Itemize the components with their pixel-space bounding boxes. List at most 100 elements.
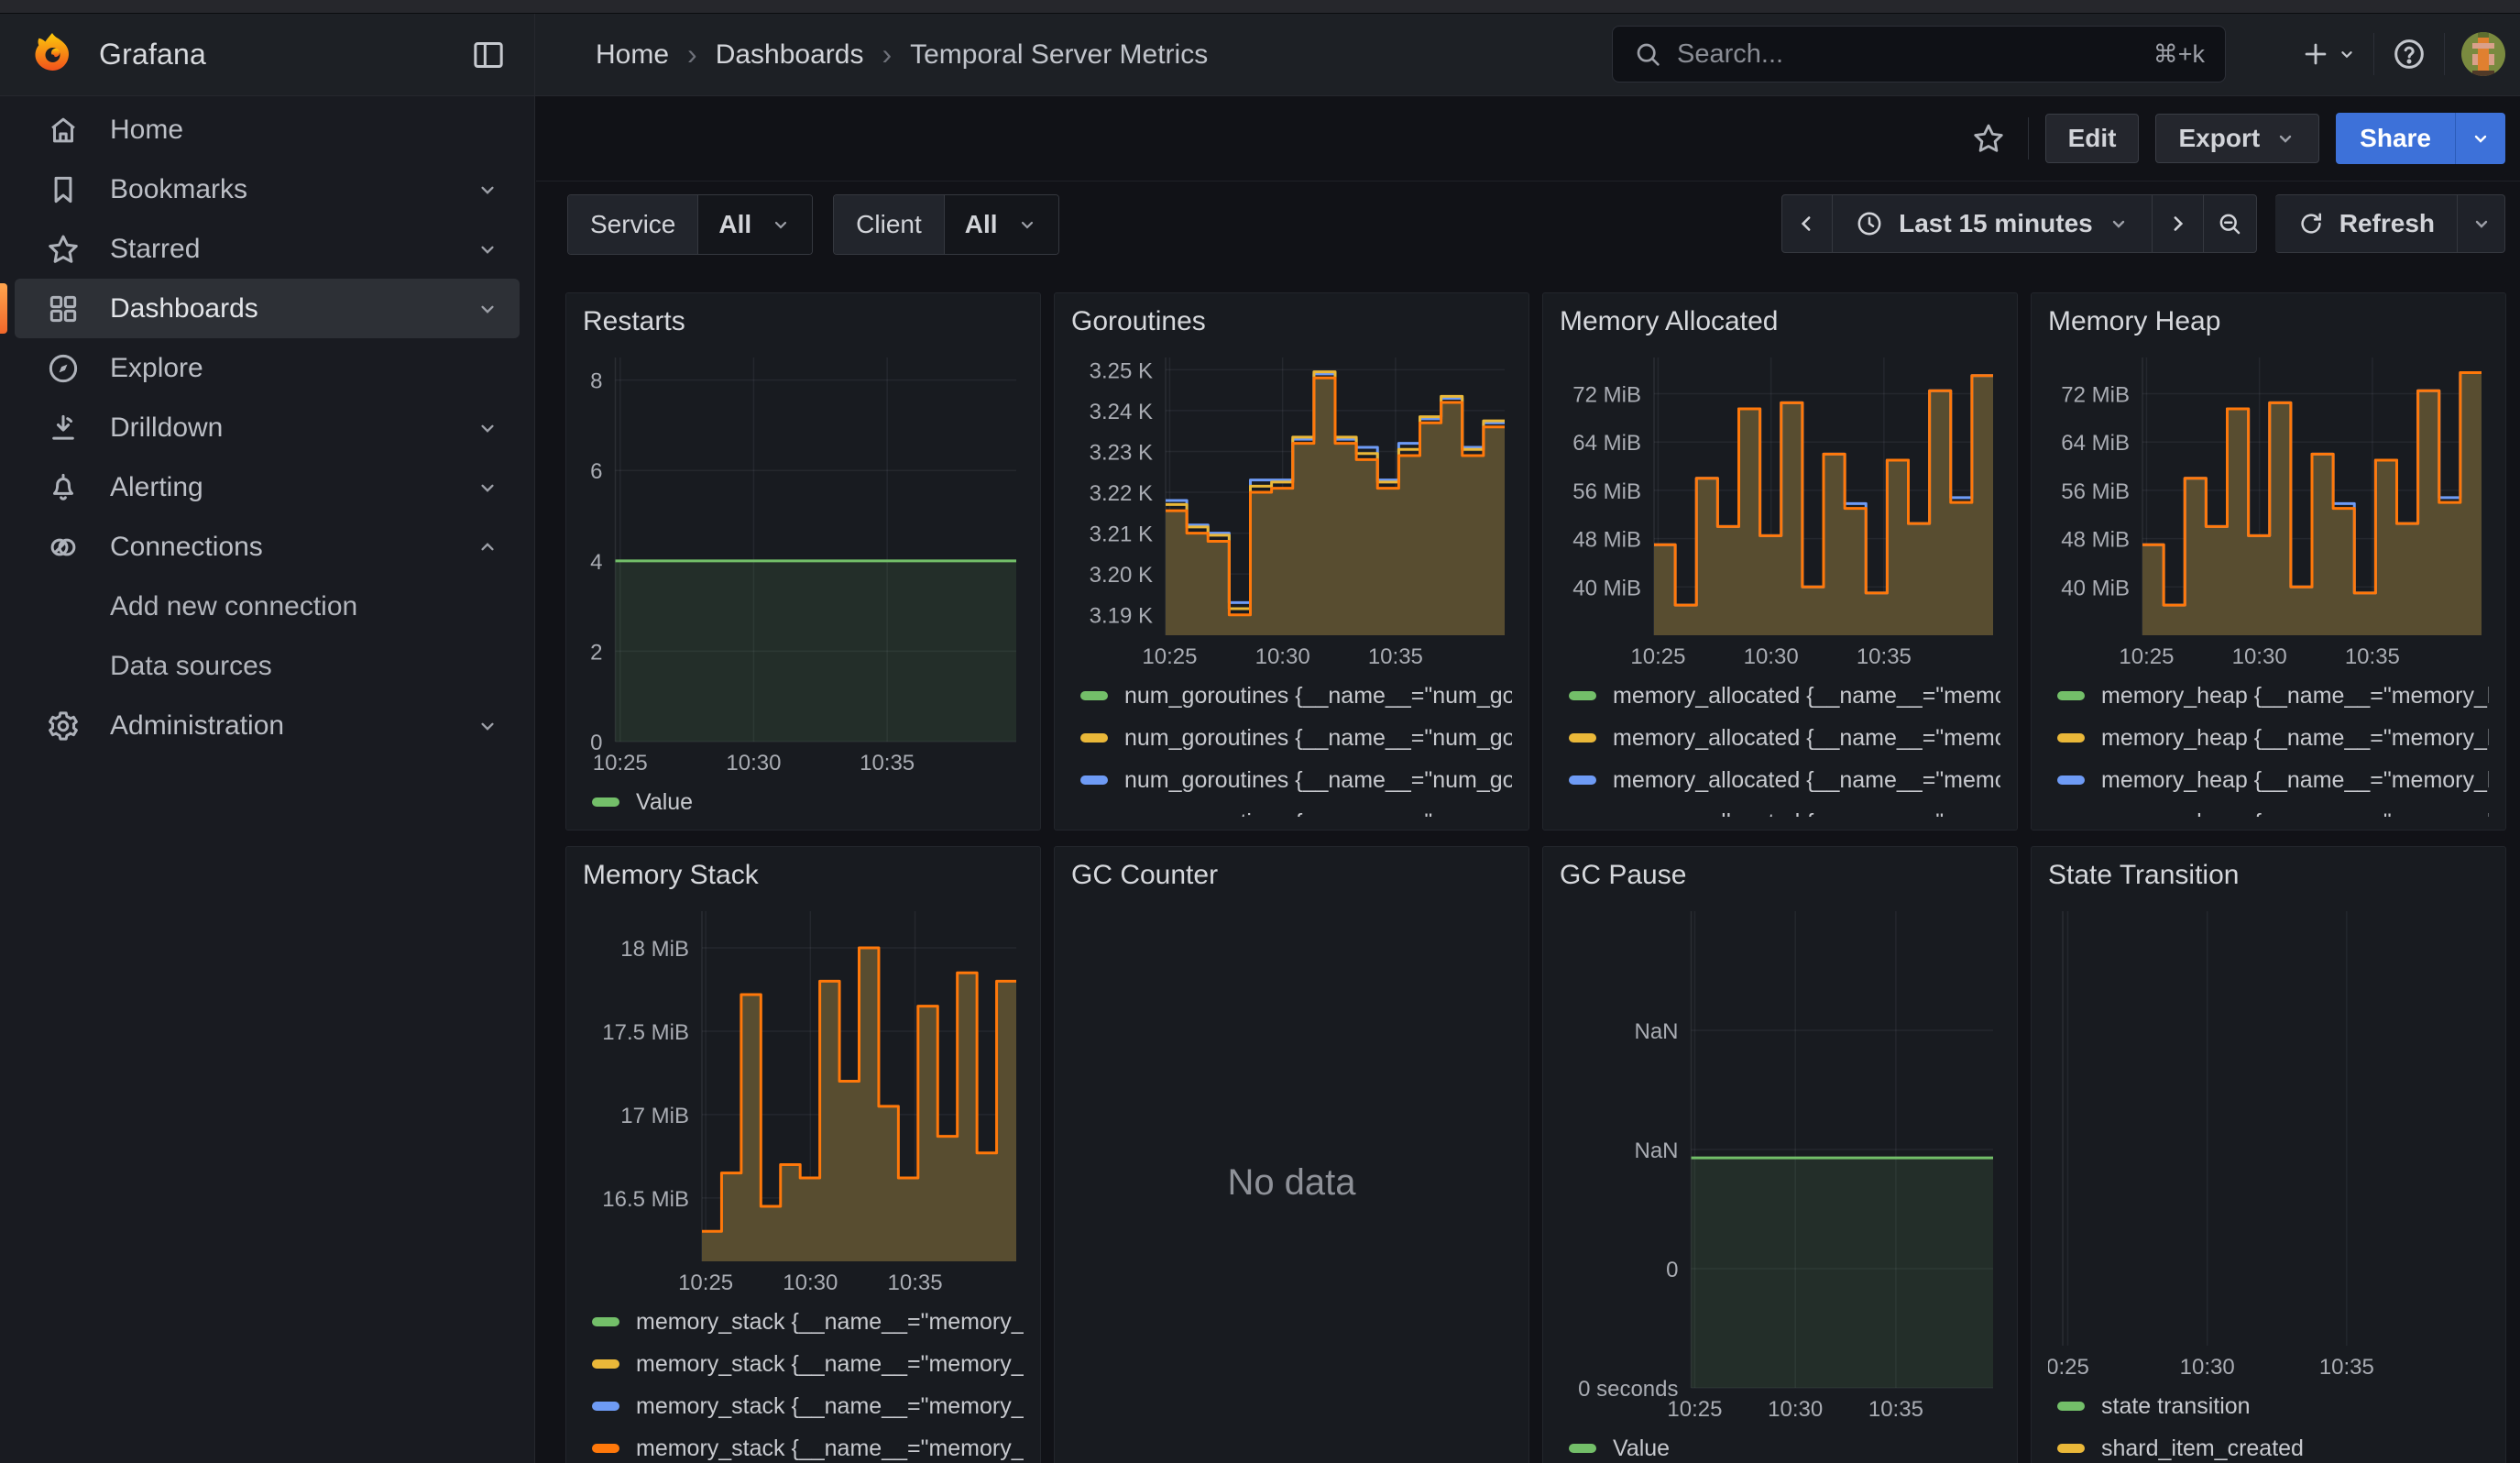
state-transition-chart[interactable]: 0:25 10:30 10:35 (2048, 902, 2489, 1382)
sidebar-toggle-icon[interactable] (470, 37, 507, 73)
chevron-down-icon[interactable] (476, 476, 499, 500)
search-input[interactable]: Search... ⌘+k (1612, 26, 2226, 82)
sidebar-item-explore[interactable]: Explore (15, 338, 520, 398)
svg-text:10:30: 10:30 (1768, 1397, 1823, 1422)
sidebar-item-dashboards[interactable]: Dashboards (0, 279, 520, 338)
legend-item[interactable]: memory_stack {__name__="memory_s (583, 1434, 1024, 1463)
legend-item[interactable]: Value (1560, 1434, 2000, 1463)
sidebar-item-administration[interactable]: Administration (15, 696, 520, 755)
legend-label: num_goroutines {__name__="num_go (1124, 766, 1512, 793)
svg-text:3.23 K: 3.23 K (1090, 440, 1153, 465)
time-forward-button[interactable] (2152, 194, 2204, 253)
gc-pause-chart[interactable]: NaN NaN 0 0 seconds 10:25 10:30 10:35 (1560, 902, 2000, 1424)
favorite-star-icon[interactable] (1971, 121, 2006, 156)
legend-item[interactable]: memory_allocated {__name__="memo (1560, 765, 2000, 795)
time-controls: Last 15 minutes Refresh (1781, 194, 2505, 253)
sidebar-item-home[interactable]: Home (15, 100, 520, 160)
filter-label: Client (834, 195, 945, 254)
legend-swatch (2057, 1444, 2085, 1453)
chevron-down-icon[interactable] (476, 178, 499, 202)
restarts-chart[interactable]: 8 6 4 2 0 10:25 10:30 10:35 (583, 348, 1024, 778)
legend-item[interactable]: memory_heap {__name__="memory_h (2048, 765, 2489, 795)
legend-item[interactable]: memory_allocated {__name__="memo (1560, 723, 2000, 753)
memory-stack-chart[interactable]: 18 MiB 17.5 MiB 17 MiB 16.5 MiB 10:25 10:30 10… (583, 902, 1024, 1298)
avatar[interactable] (2461, 32, 2505, 76)
svg-text:10:35: 10:35 (860, 751, 915, 776)
panel-title[interactable]: Memory Heap (2048, 306, 2221, 336)
chevron-up-icon[interactable] (476, 535, 499, 559)
template-variable-filters: Service All Client All (567, 194, 1059, 255)
chevron-down-icon[interactable] (476, 237, 499, 261)
panel-title[interactable]: Memory Allocated (1560, 306, 1779, 336)
chevron-down-icon[interactable] (476, 714, 499, 738)
service-filter[interactable]: Service All (567, 194, 814, 255)
home-icon (46, 113, 81, 148)
svg-text:NaN: NaN (1634, 1138, 1678, 1163)
chevron-down-icon[interactable] (476, 297, 499, 321)
sidebar-item-label: Add new connection (110, 590, 358, 622)
legend-item[interactable]: memory_stack {__name__="memory_s (583, 1392, 1024, 1421)
time-range-picker[interactable]: Last 15 minutes (1833, 194, 2153, 253)
chevron-down-icon[interactable] (476, 416, 499, 440)
dashboard-canvas: Service All Client All Last 15 minu (536, 182, 2520, 1463)
panel-title[interactable]: Memory Stack (583, 860, 759, 890)
legend-item[interactable]: shard_item_created (2048, 1434, 2489, 1463)
refresh-button[interactable]: Refresh (2274, 194, 2458, 253)
legend: num_goroutines {__name__="num_go num_goro… (1071, 672, 1512, 817)
add-button[interactable] (2300, 38, 2357, 70)
panel-title[interactable]: GC Counter (1071, 860, 1219, 890)
legend-item[interactable]: memory_allocated {__name__="memo (1560, 808, 2000, 818)
legend-label: num_goroutines {__name__="num_go (1124, 724, 1512, 751)
sidebar-item-drilldown[interactable]: Drilldown (15, 398, 520, 457)
panel-restarts: Restarts 8 6 4 2 0 10:25 10:30 10:35 Value (565, 292, 1041, 830)
share-menu-button[interactable] (2455, 113, 2505, 164)
zoom-out-button[interactable] (2203, 194, 2257, 253)
svg-text:56 MiB: 56 MiB (2061, 479, 2130, 504)
breadcrumb-home[interactable]: Home (596, 38, 670, 70)
legend-item[interactable]: state transition (2048, 1392, 2489, 1421)
panel-title[interactable]: GC Pause (1560, 860, 1687, 890)
goroutines-chart[interactable]: 3.25 K 3.24 K 3.23 K 3.22 K 3.21 K 3.20 K 3.19… (1071, 348, 1512, 672)
legend-item[interactable]: num_goroutines {__name__="num_go (1071, 681, 1512, 710)
time-back-button[interactable] (1781, 194, 1834, 253)
sidebar-item-connections[interactable]: Connections (15, 517, 520, 577)
export-button[interactable]: Export (2155, 114, 2320, 163)
sidebar-item-data-sources[interactable]: Data sources (15, 636, 520, 696)
legend-item[interactable]: num_goroutines {__name__="num_go (1071, 723, 1512, 753)
legend-swatch (1080, 776, 1108, 785)
legend-item[interactable]: Value (583, 787, 1024, 817)
legend-item[interactable]: memory_stack {__name__="memory_s (583, 1349, 1024, 1379)
share-button[interactable]: Share (2336, 113, 2455, 164)
legend-item[interactable]: memory_heap {__name__="memory_h (2048, 808, 2489, 818)
sidebar-item-starred[interactable]: Starred (15, 219, 520, 279)
memory-heap-chart[interactable]: 72 MiB 64 MiB 56 MiB 48 MiB 40 MiB 10:25 10:30… (2048, 348, 2489, 672)
panel-title[interactable]: State Transition (2048, 860, 2240, 890)
panel-title[interactable]: Goroutines (1071, 306, 1206, 336)
legend-item[interactable]: memory_allocated {__name__="memo (1560, 681, 2000, 710)
svg-text:18 MiB: 18 MiB (620, 937, 689, 962)
refresh-interval-button[interactable] (2458, 194, 2505, 253)
legend-item[interactable]: num_goroutines {__name__="num_go (1071, 765, 1512, 795)
legend-item[interactable]: num_goroutines {__name__="num_go (1071, 808, 1512, 818)
memory-allocated-chart[interactable]: 72 MiB 64 MiB 56 MiB 48 MiB 40 MiB 10:25 10:30… (1560, 348, 2000, 672)
sidebar-item-label: Home (110, 114, 184, 145)
panel-state-transition: State Transition 0:25 10:30 10:35 state tr… (2031, 846, 2506, 1463)
legend-item[interactable]: memory_heap {__name__="memory_h (2048, 723, 2489, 753)
sidebar-item-alerting[interactable]: Alerting (15, 457, 520, 517)
legend-item[interactable]: memory_heap {__name__="memory_h (2048, 681, 2489, 710)
help-button[interactable] (2391, 36, 2427, 72)
panel-title[interactable]: Restarts (583, 306, 685, 336)
edit-button[interactable]: Edit (2044, 114, 2140, 163)
sidebar-item-add-new-connection[interactable]: Add new connection (15, 577, 520, 636)
chevron-down-icon (2474, 135, 2487, 143)
sidebar-item-bookmarks[interactable]: Bookmarks (15, 160, 520, 219)
chevron-down-icon (2475, 220, 2487, 228)
svg-text:0: 0 (590, 731, 602, 755)
top-nav-bar: Grafana Home › Dashboards › Temporal Ser… (0, 14, 2520, 96)
panel-goroutines: Goroutines 3.25 K 3.24 K 3.23 K 3.22 K 3.21 … (1054, 292, 1529, 830)
legend-label: memory_heap {__name__="memory_h (2101, 682, 2489, 709)
client-filter[interactable]: Client All (833, 194, 1059, 255)
sidebar-item-label: Starred (110, 233, 201, 264)
breadcrumb-dashboards[interactable]: Dashboards (715, 38, 864, 70)
legend-item[interactable]: memory_stack {__name__="memory_s (583, 1307, 1024, 1336)
